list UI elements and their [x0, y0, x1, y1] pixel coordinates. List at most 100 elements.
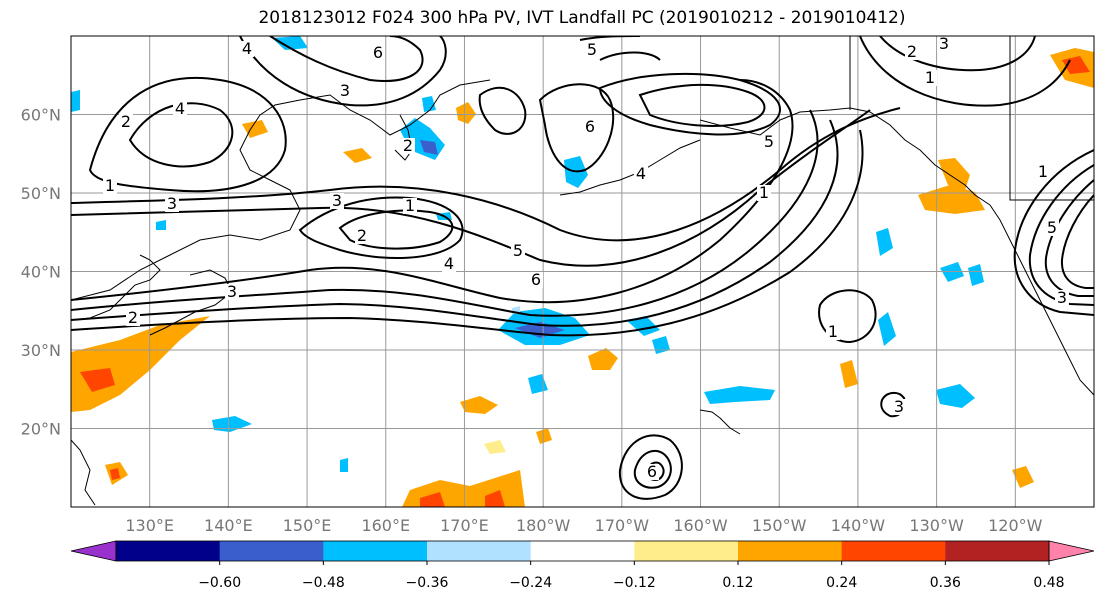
- fill-positive-region: [588, 348, 618, 370]
- colorbar-swatch: [323, 541, 428, 561]
- longitude-label: 130°E: [125, 516, 174, 535]
- contour-label-bg: [511, 243, 525, 259]
- contour-label: 3: [227, 282, 237, 301]
- contour-label: 4: [175, 99, 185, 118]
- contour-label: 4: [636, 164, 646, 183]
- contour-label-bg: [225, 284, 239, 300]
- latitude-label: 30°N: [21, 341, 61, 360]
- contour-label-bg: [240, 41, 254, 57]
- contour-label-bg: [923, 70, 937, 86]
- map-title: 2018123012 F024 300 hPa PV, IVT Landfall…: [258, 8, 906, 28]
- longitude-label: 140°E: [204, 516, 253, 535]
- contour-label: 6: [585, 117, 595, 136]
- contour-label: 4: [242, 39, 252, 58]
- longitude-label: 170°W: [595, 516, 650, 535]
- contour-line: [71, 109, 819, 317]
- contour-line: [638, 83, 766, 127]
- fill-positive-region: [343, 148, 372, 163]
- contour-line: [1028, 164, 1094, 306]
- contour-label: 6: [531, 270, 541, 289]
- fill-negative-region: [704, 386, 775, 404]
- contour-line: [338, 209, 454, 250]
- longitude-label: 150°E: [283, 516, 332, 535]
- contour-line: [298, 196, 464, 260]
- contour-line: [633, 450, 672, 489]
- longitude-label: 160°W: [673, 516, 728, 535]
- contour-label-bg: [119, 114, 133, 130]
- contour-label: 3: [340, 81, 350, 100]
- fill-negative-region: [340, 458, 348, 472]
- contour-line: [88, 76, 287, 193]
- contour-label-bg: [634, 166, 648, 182]
- contour-label: 1: [828, 322, 838, 341]
- fill-positive-core: [110, 468, 120, 480]
- contour-line: [269, 36, 424, 82]
- colorbar-swatch: [945, 541, 1050, 561]
- contour-label: 2: [907, 42, 917, 61]
- map-frame: [70, 35, 1095, 508]
- coastline-aleutians: [559, 139, 701, 196]
- colorbar-swatch: [841, 541, 946, 561]
- contour-label-bg: [330, 193, 344, 209]
- contour-label: 5: [513, 241, 523, 260]
- fill-positive-core: [80, 368, 115, 392]
- fill-positive-region: [536, 428, 552, 444]
- contour-label: 5: [1047, 218, 1057, 237]
- fill-positive-region: [918, 185, 985, 214]
- fill-positive-region: [840, 360, 858, 388]
- contour-label-bg: [165, 196, 179, 212]
- fill-negative-region: [71, 90, 80, 112]
- contour-label: 6: [647, 462, 657, 481]
- fill-positive-region: [484, 440, 506, 454]
- contour-label: 6: [373, 43, 383, 62]
- contour-line: [71, 119, 839, 327]
- coastline-north-america: [989, 204, 1094, 396]
- colorbar-tick-labels: −0.60 −0.48 −0.36 −0.24 −0.12 0.12 0.24 0.36 0.4…: [198, 561, 1065, 591]
- coastline-korea-china: [71, 254, 161, 321]
- contour-line: [1013, 149, 1094, 316]
- latitude-label: 60°N: [21, 106, 61, 125]
- colorbar-extend-max: [1048, 540, 1095, 562]
- latitude-label: 20°N: [21, 420, 61, 439]
- contour-label: 3: [167, 194, 177, 213]
- contour-label: 1: [105, 176, 115, 195]
- contour-label-bg: [371, 45, 385, 61]
- contour-line: [538, 83, 615, 173]
- contour-label-bg: [905, 44, 919, 60]
- contour-line: [618, 434, 683, 500]
- contour-label-bg: [757, 185, 771, 201]
- contour-label: 2: [128, 308, 138, 327]
- coastline-alaska: [699, 107, 991, 206]
- contour-label-bg: [1055, 290, 1069, 306]
- fill-negative-region: [272, 36, 308, 50]
- contour-label: 5: [587, 40, 597, 59]
- contour-label-bg: [173, 101, 187, 117]
- fill-positive-region: [71, 316, 210, 412]
- contour-label-bg: [762, 134, 776, 150]
- contour-label-bg: [338, 83, 352, 99]
- colorbar-swatch: [530, 541, 635, 561]
- coastline-japan: [149, 269, 233, 336]
- colorbar-tick-label: 0.48: [1033, 575, 1064, 591]
- contour-label-bg: [103, 178, 117, 194]
- colorbar-tick-label: −0.12: [613, 575, 656, 591]
- latitude-label: 50°N: [21, 184, 61, 203]
- contour-line: [71, 79, 794, 304]
- contour-label-bg: [355, 228, 369, 244]
- contour-label: 5: [764, 132, 774, 151]
- fill-negative-region: [156, 220, 166, 230]
- fill-positive-core: [485, 490, 505, 507]
- contour-label-bg: [401, 138, 415, 154]
- fill-negative-region: [626, 316, 660, 336]
- contour-label: 4: [444, 254, 454, 273]
- colorbar-frame: [115, 540, 1050, 562]
- fill-positive-region: [460, 396, 498, 414]
- colorbar-tick-label: 0.36: [930, 575, 961, 591]
- contour-label-bg: [645, 464, 659, 480]
- contour-label: 2: [121, 112, 131, 131]
- contour-label: 1: [925, 68, 935, 87]
- fill-negative-core: [420, 140, 438, 155]
- contour-label: 2: [357, 226, 367, 245]
